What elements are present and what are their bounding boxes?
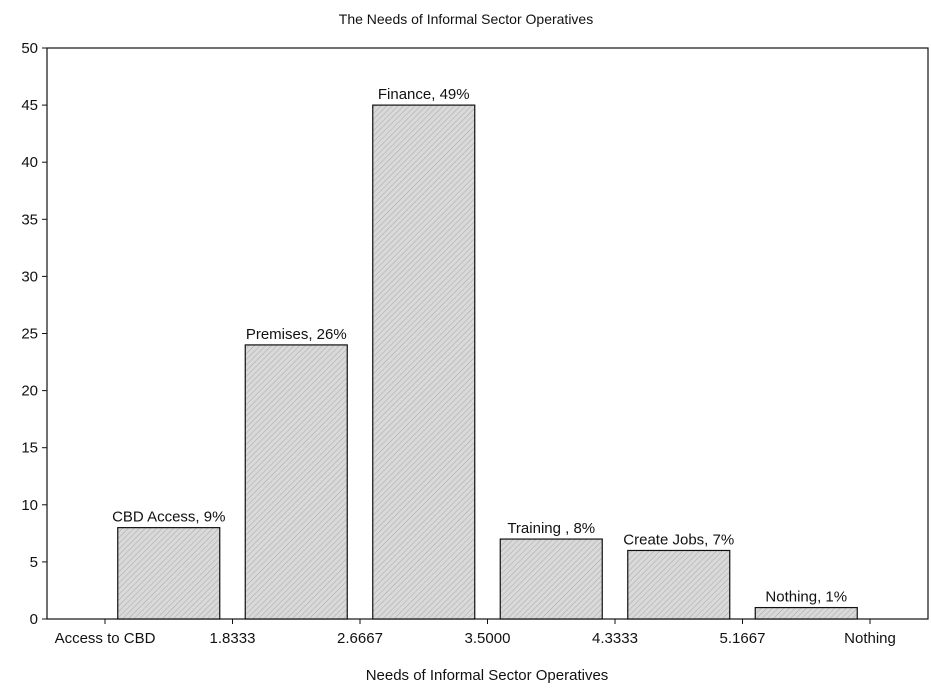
x-tick-label: 1.8333: [210, 630, 256, 647]
x-tick-label: Access to CBD: [55, 630, 156, 647]
x-tick-label: Nothing: [844, 630, 896, 647]
bar-data-label: CBD Access, 9%: [112, 509, 225, 526]
x-tick-label: 5.1667: [720, 630, 766, 647]
bar: [754, 606, 858, 620]
y-tick-label: 35: [21, 211, 38, 228]
bar-data-label: Training , 8%: [507, 520, 595, 537]
x-tick-label: 3.5000: [465, 630, 511, 647]
bar: [499, 538, 603, 620]
y-tick-label: 20: [21, 383, 38, 400]
y-tick-label: 15: [21, 440, 38, 457]
y-tick-label: 5: [30, 554, 38, 571]
y-tick-label: 25: [21, 326, 38, 343]
bars: [117, 104, 858, 620]
y-axis: 0 5 10 15 20 25 30 35 40 45 50: [21, 40, 47, 628]
bar: [627, 549, 731, 620]
bar-data-label: Premises, 26%: [246, 326, 347, 343]
x-axis-title: Needs of Informal Sector Operatives: [366, 667, 609, 684]
x-tick-label: 2.6667: [337, 630, 383, 647]
bar: [117, 527, 221, 620]
y-tick-label: 10: [21, 497, 38, 514]
chart-title: The Needs of Informal Sector Operatives: [339, 11, 593, 27]
y-tick-label: 50: [21, 40, 38, 57]
bar-data-label: Finance, 49%: [378, 86, 470, 103]
bar-data-label: Create Jobs, 7%: [623, 531, 734, 548]
bar-labels: CBD Access, 9% Premises, 26% Finance, 49% T…: [112, 86, 847, 605]
y-tick-label: 0: [30, 611, 38, 628]
y-tick-label: 40: [21, 154, 38, 171]
bar: [244, 344, 348, 620]
x-tick-label: 4.3333: [592, 630, 638, 647]
bar: [372, 104, 476, 620]
y-tick-label: 30: [21, 268, 38, 285]
x-axis: Access to CBD 1.8333 2.6667 3.5000 4.3333 5.1…: [55, 619, 896, 647]
bar-data-label: Nothing, 1%: [765, 589, 847, 606]
y-tick-label: 45: [21, 97, 38, 114]
